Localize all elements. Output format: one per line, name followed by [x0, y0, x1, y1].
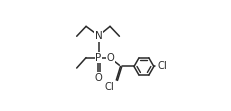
Text: O: O	[106, 53, 113, 63]
Text: N: N	[94, 31, 102, 41]
Text: Cl: Cl	[157, 61, 167, 71]
Text: P: P	[95, 53, 101, 63]
Text: O: O	[94, 73, 102, 83]
Text: Cl: Cl	[104, 82, 114, 92]
